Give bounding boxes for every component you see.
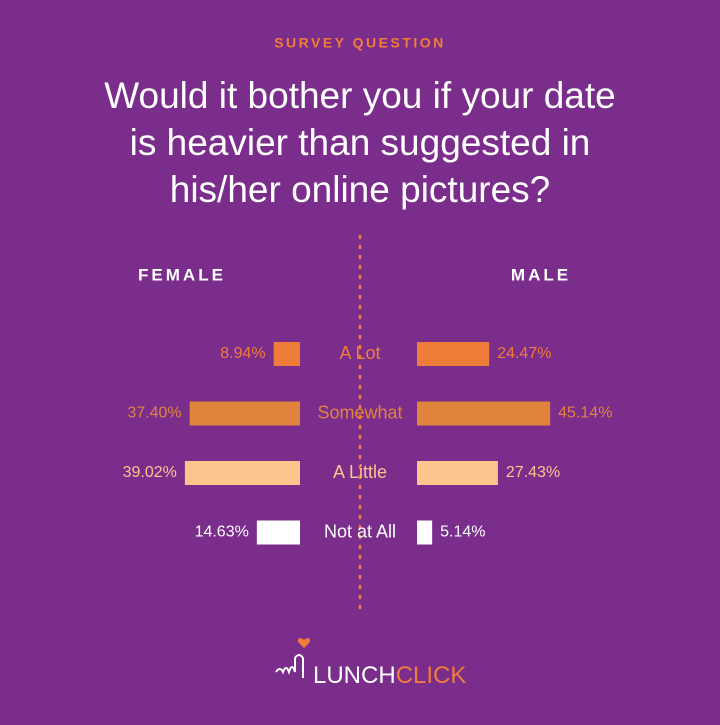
logo-heart (297, 638, 311, 648)
bar (189, 401, 300, 426)
value-label: 24.47% (497, 345, 551, 362)
kicker: SURVEY QUESTION (274, 35, 446, 51)
value-label: 39.02% (123, 464, 177, 481)
category-label: A Lot (339, 343, 380, 363)
logo-lunch: LUNCH (313, 662, 396, 689)
value-label: 37.40% (127, 405, 181, 422)
bar (417, 520, 433, 545)
logo-click: CLICK (396, 662, 467, 689)
value-label: 45.14% (558, 405, 612, 422)
bar (273, 342, 300, 366)
bar (417, 401, 551, 426)
logo: LUNCHCLICK (275, 638, 466, 689)
question: Would it bother you if your date is heav… (104, 75, 615, 210)
logo-text: LUNCHCLICK (313, 662, 466, 689)
question-line: his/her online pictures? (170, 169, 551, 210)
category-label: A Little (333, 462, 387, 482)
bar (256, 520, 300, 545)
category-label: Not at All (324, 521, 396, 541)
logo-hand (275, 654, 304, 678)
question-line: Would it bother you if your date (104, 75, 615, 116)
bar (184, 461, 300, 485)
bar (417, 342, 490, 366)
bar (417, 461, 498, 485)
value-label: 27.43% (506, 464, 560, 481)
category-label: Somewhat (317, 402, 402, 422)
value-label: 5.14% (440, 524, 485, 541)
legend-label: MALE (511, 265, 571, 284)
question-line: is heavier than suggested in (130, 122, 591, 163)
value-label: 8.94% (220, 345, 265, 362)
value-label: 14.63% (195, 524, 249, 541)
legend-label: FEMALE (138, 265, 226, 284)
